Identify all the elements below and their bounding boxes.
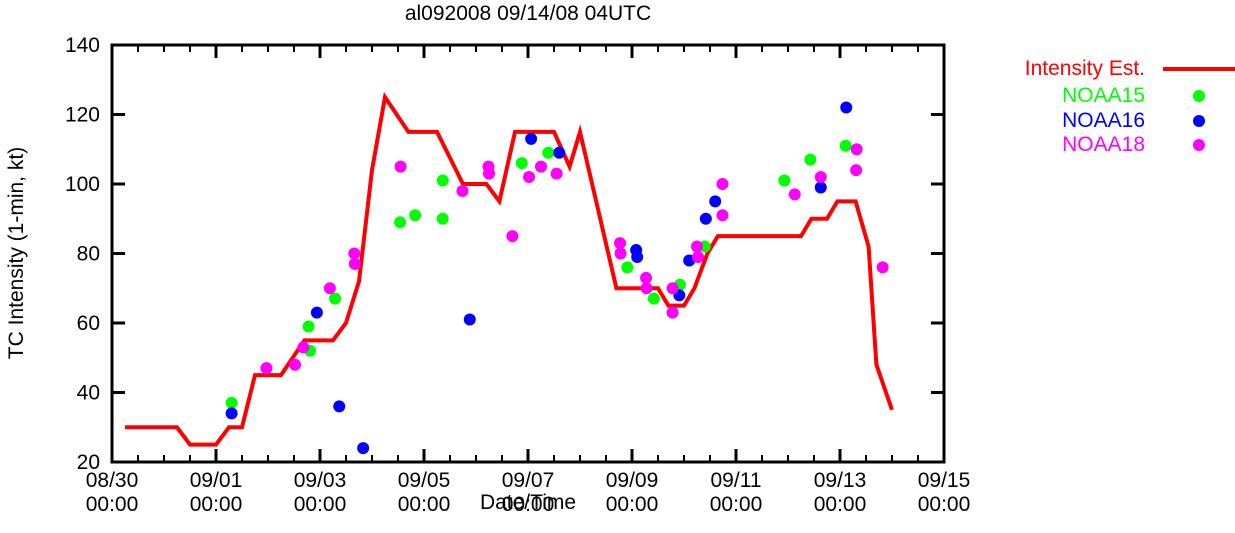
noaa18-point — [523, 171, 536, 184]
x-tick-time-label: 00:00 — [294, 493, 347, 516]
y-tick-label: 120 — [65, 104, 100, 127]
noaa15-point — [647, 292, 660, 305]
noaa18-point — [260, 362, 273, 375]
x-tick-time-label: 00:00 — [918, 493, 971, 516]
noaa18-point — [348, 257, 361, 270]
noaa18-point — [716, 178, 729, 190]
noaa18-point — [640, 271, 653, 284]
y-tick-label: 60 — [77, 312, 100, 335]
noaa15-point — [394, 216, 407, 229]
y-tick-label: 40 — [77, 382, 100, 405]
x-tick-time-label: 00:00 — [710, 493, 763, 516]
x-tick-date-label: 08/30 — [86, 469, 139, 492]
x-tick-date-label: 09/11 — [711, 469, 762, 492]
noaa18-point — [640, 282, 653, 295]
noaa16-point — [631, 250, 644, 263]
noaa18-point — [876, 261, 889, 274]
y-axis-label: TC Intensity (1-min, kt) — [5, 146, 28, 360]
noaa18-point — [666, 306, 679, 319]
noaa16-point — [525, 132, 538, 145]
y-tick-label: 80 — [77, 243, 100, 266]
noaa16-point — [225, 407, 238, 420]
noaa18-point — [483, 167, 495, 180]
noaa15-point — [329, 292, 342, 305]
intensity-estimate-line — [125, 91, 894, 447]
y-tick-label: 100 — [65, 173, 100, 196]
x-tick-time-label: 00:00 — [502, 493, 555, 516]
x-tick-date-label: 09/03 — [294, 469, 347, 492]
x-axis-label: Date/Time — [479, 491, 577, 514]
noaa16-point — [709, 195, 722, 208]
noaa18-point — [788, 188, 801, 201]
noaa18-point — [323, 282, 336, 295]
noaa15-point — [542, 146, 555, 159]
y-tick-label: 140 — [65, 34, 100, 57]
noaa16-point — [699, 212, 712, 225]
noaa18-point — [394, 160, 407, 173]
x-tick-date-label: 09/09 — [606, 469, 659, 492]
noaa15-point — [515, 157, 528, 170]
noaa15-point — [225, 396, 238, 409]
noaa16-point — [310, 306, 323, 319]
noaa18-point — [614, 237, 627, 250]
noaa18-point — [814, 171, 827, 184]
noaa16-point — [333, 400, 346, 413]
plot-border — [110, 43, 946, 464]
noaa16-point — [814, 181, 827, 194]
noaa18-point — [289, 358, 302, 371]
noaa15-point — [436, 212, 449, 225]
noaa16-point — [463, 313, 476, 326]
noaa18-point — [348, 247, 361, 260]
noaa15-point — [302, 320, 315, 333]
noaa18-point — [535, 160, 547, 173]
y-tick-label: 20 — [77, 451, 100, 474]
x-tick-time-label: 00:00 — [398, 493, 451, 516]
noaa18-point — [691, 240, 703, 253]
noaa18-point — [550, 167, 563, 180]
x-tick-date-label: 09/15 — [918, 469, 971, 492]
x-tick-time-label: 00:00 — [86, 493, 139, 516]
noaa18-point — [506, 230, 519, 243]
x-tick-date-label: 09/13 — [814, 469, 867, 492]
noaa18-point — [297, 341, 310, 354]
noaa16-point — [840, 101, 853, 114]
noaa18-point — [614, 247, 627, 260]
noaa15-point — [839, 139, 852, 152]
x-tick-date-label: 09/07 — [502, 469, 555, 492]
noaa18-point — [716, 209, 729, 222]
x-tick-time-label: 00:00 — [606, 493, 659, 516]
noaa15-point — [621, 261, 634, 274]
noaa15-point — [804, 153, 817, 166]
noaa15-point — [409, 209, 422, 222]
noaa18-point — [692, 250, 705, 263]
x-tick-date-label: 09/01 — [190, 469, 243, 492]
noaa16-point — [357, 442, 370, 455]
x-tick-date-label: 09/05 — [398, 469, 451, 492]
noaa18-point — [666, 282, 679, 295]
noaa18-point — [850, 164, 863, 177]
noaa15-point — [436, 174, 449, 187]
noaa18-point — [850, 143, 863, 156]
noaa15-point — [778, 174, 791, 187]
noaa18-point — [456, 184, 469, 197]
chart-title: al092008 09/14/08 04UTC — [404, 2, 652, 25]
x-tick-time-label: 00:00 — [190, 493, 243, 516]
x-tick-time-label: 00:00 — [814, 493, 867, 516]
noaa16-point — [553, 146, 566, 159]
